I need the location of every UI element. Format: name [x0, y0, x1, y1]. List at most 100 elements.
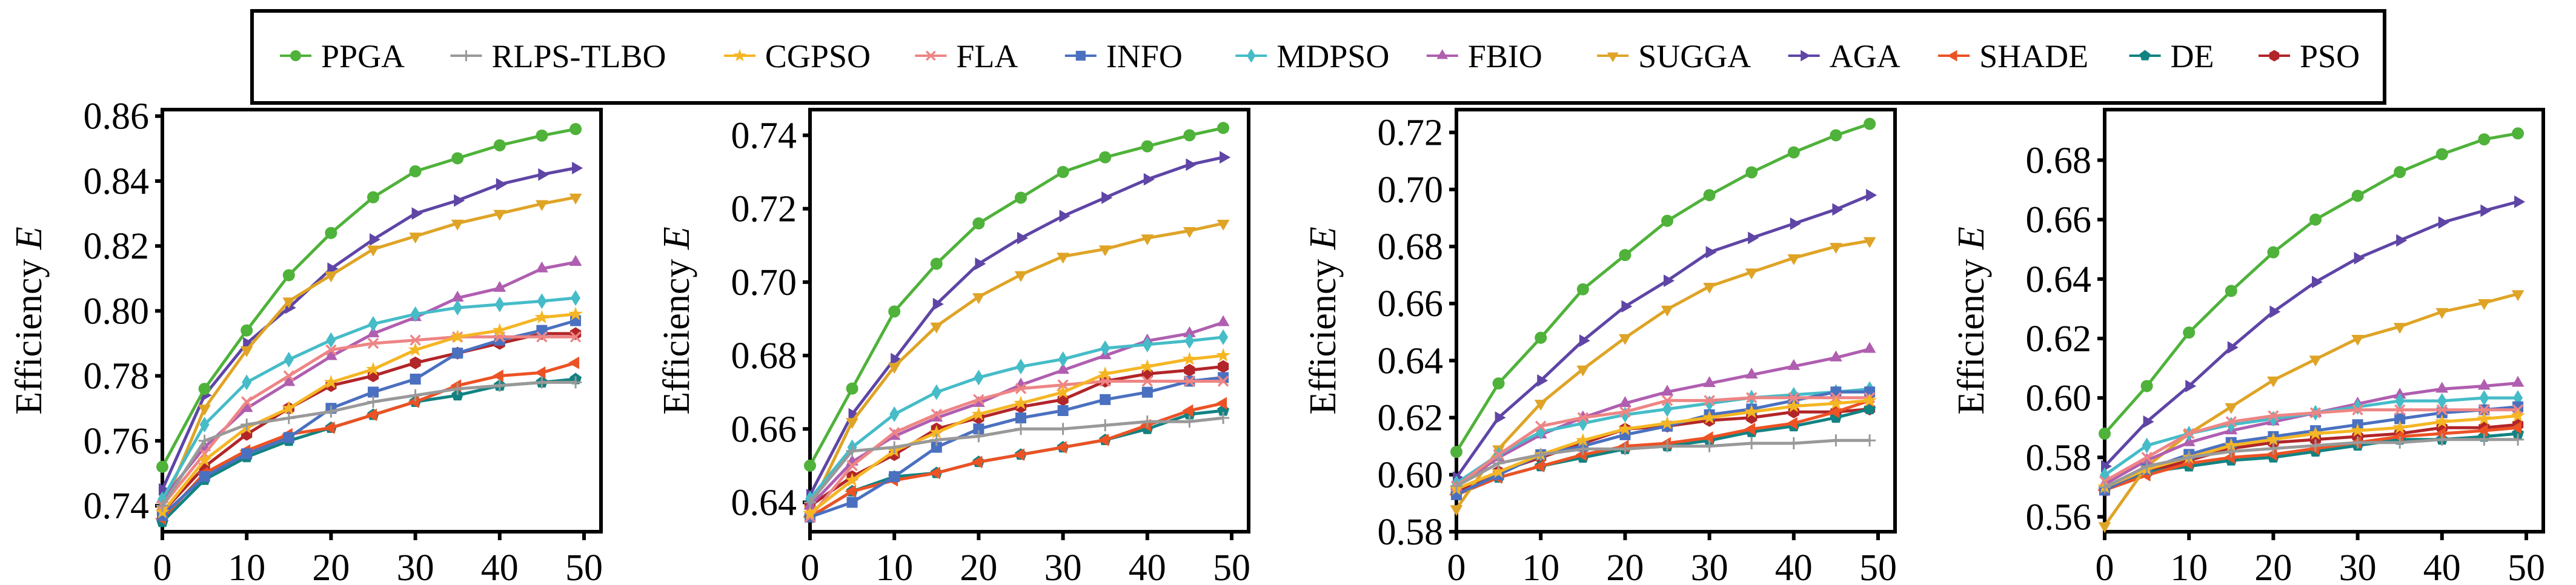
data-point-mdpso: [494, 296, 505, 312]
data-point-fla: [1788, 392, 1800, 403]
data-point-info: [2394, 413, 2406, 425]
y-axis-label-symbol: E: [8, 226, 50, 250]
data-point-aga: [2227, 341, 2239, 354]
data-point-fla: [973, 394, 984, 406]
y-tick-label: 0.64: [731, 483, 797, 524]
x-tick-label: 30: [1691, 547, 1728, 585]
series-shade: [155, 356, 580, 525]
data-point-sugga: [1014, 271, 1027, 282]
data-point-aga: [1705, 246, 1717, 259]
data-point-aga: [454, 194, 465, 207]
data-point-info: [410, 374, 421, 385]
data-point-fla: [1619, 406, 1631, 418]
data-point-sugga: [930, 322, 943, 334]
data-point-fla: [2478, 404, 2490, 415]
legend-label-rlps-tlbo: RLPS-TLBO: [491, 38, 666, 74]
data-point-fbio: [282, 375, 296, 386]
data-point-ppga: [1703, 189, 1716, 202]
data-point-aga: [572, 162, 583, 174]
legend: PPGA RLPS-TLBO CGPSO FLA INFO MDPSO FBIO SUGGA A…: [250, 9, 2386, 105]
y-axis-label-symbol: E: [1303, 226, 1344, 250]
data-point-rlps-tlbo: [972, 430, 985, 443]
data-point-shade: [1182, 404, 1193, 417]
legend-marker-ppga-icon: [290, 50, 301, 61]
x-tick-label: 30: [1044, 547, 1082, 585]
data-point-mdpso: [889, 406, 900, 423]
y-tick-label: 0.58: [1378, 512, 1444, 553]
legend-label-fbio: FBIO: [1468, 38, 1542, 74]
data-point-rlps-tlbo: [888, 441, 901, 454]
data-point-aga: [1186, 158, 1197, 171]
data-point-sugga: [1534, 400, 1547, 411]
data-point-sugga: [536, 200, 548, 211]
data-point-ppga: [1057, 166, 1069, 179]
x-tick-label: 10: [1522, 547, 1559, 585]
y-tick-label: 0.78: [84, 356, 150, 397]
data-point-rlps-tlbo: [1450, 480, 1462, 492]
data-point-sugga: [972, 293, 985, 305]
data-point-info: [973, 423, 984, 435]
x-tick-label: 10: [2170, 547, 2208, 585]
data-point-cgpso: [324, 374, 339, 389]
data-point-aga: [932, 297, 944, 311]
data-point-fbio: [569, 255, 582, 266]
data-point-fla: [1015, 383, 1027, 394]
data-point-sugga: [2511, 290, 2525, 302]
data-point-mdpso: [453, 300, 463, 316]
y-tick-label: 0.80: [84, 291, 150, 332]
legend-entry-cgpso: CGPSO: [723, 38, 871, 74]
series-shade: [803, 397, 1227, 524]
data-point-cgpso: [450, 329, 465, 343]
data-point-rlps-tlbo: [1745, 437, 1758, 450]
data-point-rlps-tlbo: [536, 376, 548, 389]
series-fla: [804, 375, 1229, 523]
series-sugga: [803, 219, 1230, 517]
data-point-ppga: [536, 129, 548, 142]
legend-marker-fla-icon: [925, 50, 936, 61]
data-point-ppga: [2435, 148, 2448, 160]
data-point-mdpso: [1058, 351, 1068, 368]
series-rlps-tlbo: [804, 412, 1230, 509]
data-point-aga: [2438, 216, 2449, 229]
data-point-mdpso: [2142, 437, 2152, 454]
data-point-mdpso: [1100, 340, 1110, 356]
data-point-rlps-tlbo: [1576, 443, 1589, 455]
data-point-cgpso: [2266, 432, 2281, 446]
series-pso: [156, 327, 582, 519]
data-point-fla: [2183, 428, 2195, 440]
legend-entry-shade: SHADE: [1938, 38, 2088, 74]
data-point-sugga: [846, 418, 858, 429]
data-point-aga: [1537, 374, 1549, 387]
data-point-aga: [1495, 411, 1506, 424]
series-line-de: [809, 409, 1224, 518]
legend-entry-fla: FLA: [915, 38, 1018, 74]
data-point-ppga: [2394, 166, 2406, 179]
y-tick-label: 0.74: [84, 486, 150, 527]
y-tick-label: 0.62: [1378, 398, 1444, 439]
data-point-sugga: [1057, 253, 1069, 264]
data-point-fbio: [367, 326, 380, 337]
data-point-info: [846, 497, 858, 508]
data-point-shade: [492, 369, 503, 382]
x-tick-label: 40: [1129, 547, 1166, 585]
series-line-sugga: [1455, 239, 1870, 510]
legend-entry-rlps-tlbo: RLPS-TLBO: [450, 38, 666, 74]
data-point-ppga: [2512, 127, 2525, 140]
y-axis-label-symbol: E: [1951, 226, 1992, 250]
data-point-mdpso: [1016, 359, 1026, 375]
data-point-shade: [534, 366, 546, 379]
data-point-cgpso: [2434, 414, 2449, 428]
data-point-rlps-tlbo: [2394, 436, 2406, 449]
data-point-sugga: [1863, 237, 1876, 248]
data-point-rlps-tlbo: [1787, 437, 1800, 450]
x-tick-label: 40: [481, 547, 519, 585]
data-point-fla: [1704, 395, 1715, 406]
data-point-cgpso: [568, 306, 583, 320]
data-point-cgpso: [929, 425, 944, 439]
data-point-pso: [410, 356, 421, 369]
data-point-rlps-tlbo: [804, 496, 816, 509]
data-point-cgpso: [1702, 410, 1717, 424]
data-point-cgpso: [1140, 359, 1155, 373]
y-axis-label: Efficiency E: [8, 226, 50, 414]
data-point-rlps-tlbo: [1057, 423, 1069, 435]
